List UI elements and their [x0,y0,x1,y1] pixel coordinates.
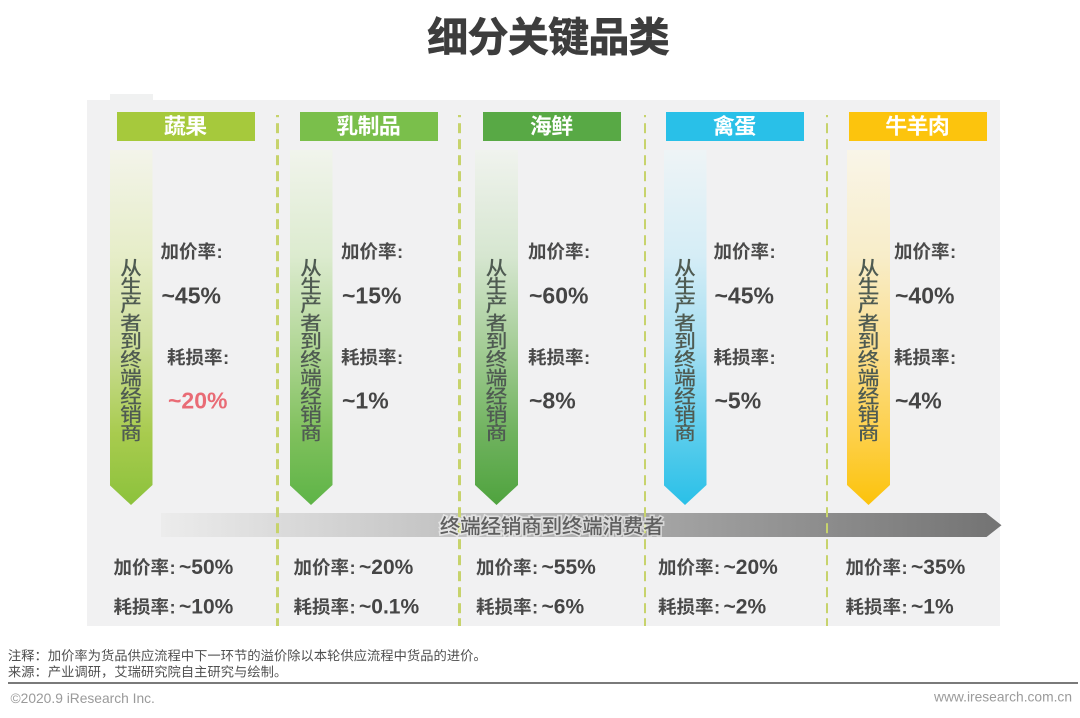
svg-text::: : [532,596,538,617]
svg-text:~35%: ~35% [911,556,966,579]
svg-text::: : [770,241,776,262]
svg-text::: : [350,596,356,617]
svg-text:~0.1%: ~0.1% [359,595,419,618]
svg-text:~20%: ~20% [724,556,779,579]
svg-text::: : [350,557,356,578]
svg-text::: : [170,596,176,617]
svg-text::: : [902,557,908,578]
svg-text:~5%: ~5% [715,388,762,414]
svg-text::: : [217,241,223,262]
svg-text::: : [714,557,720,578]
svg-text:~8%: ~8% [529,388,576,414]
svg-text::: : [950,241,956,262]
svg-text:~55%: ~55% [542,556,597,579]
svg-text::: : [397,241,403,262]
svg-text:~20%: ~20% [168,388,227,414]
svg-text::: : [170,557,176,578]
svg-text:~2%: ~2% [724,595,767,618]
svg-text:~6%: ~6% [542,595,585,618]
svg-text:~40%: ~40% [895,282,954,308]
svg-text:~20%: ~20% [359,556,414,579]
svg-text:~60%: ~60% [529,282,588,308]
svg-text::: : [714,596,720,617]
svg-text:~1%: ~1% [342,388,389,414]
svg-text::: : [950,347,956,368]
svg-text::: : [223,347,229,368]
svg-text:~15%: ~15% [342,282,401,308]
svg-text::: : [770,347,776,368]
svg-text:~4%: ~4% [895,388,942,414]
svg-text::: : [397,347,403,368]
svg-text:~45%: ~45% [715,282,774,308]
svg-text:©2020.9 iResearch Inc.: ©2020.9 iResearch Inc. [11,691,155,706]
svg-text:~50%: ~50% [179,556,234,579]
svg-text:~1%: ~1% [911,595,954,618]
svg-text::: : [584,347,590,368]
svg-text:www.iresearch.com.cn: www.iresearch.com.cn [933,690,1072,705]
svg-text:~10%: ~10% [179,595,234,618]
svg-text:~45%: ~45% [162,282,221,308]
svg-text::: : [584,241,590,262]
svg-text::: : [902,596,908,617]
svg-text::: : [532,557,538,578]
